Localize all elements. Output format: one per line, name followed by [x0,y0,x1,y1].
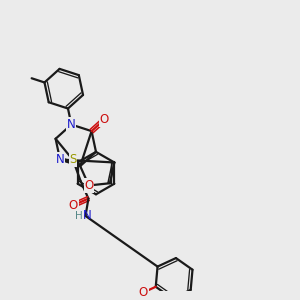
Text: O: O [139,286,148,299]
Text: N: N [56,153,64,166]
Text: O: O [84,179,94,192]
Text: O: O [100,113,109,126]
Text: N: N [83,209,92,222]
Text: H: H [75,211,82,221]
Text: O: O [69,199,78,212]
Text: N: N [67,118,76,131]
Text: S: S [69,154,77,166]
